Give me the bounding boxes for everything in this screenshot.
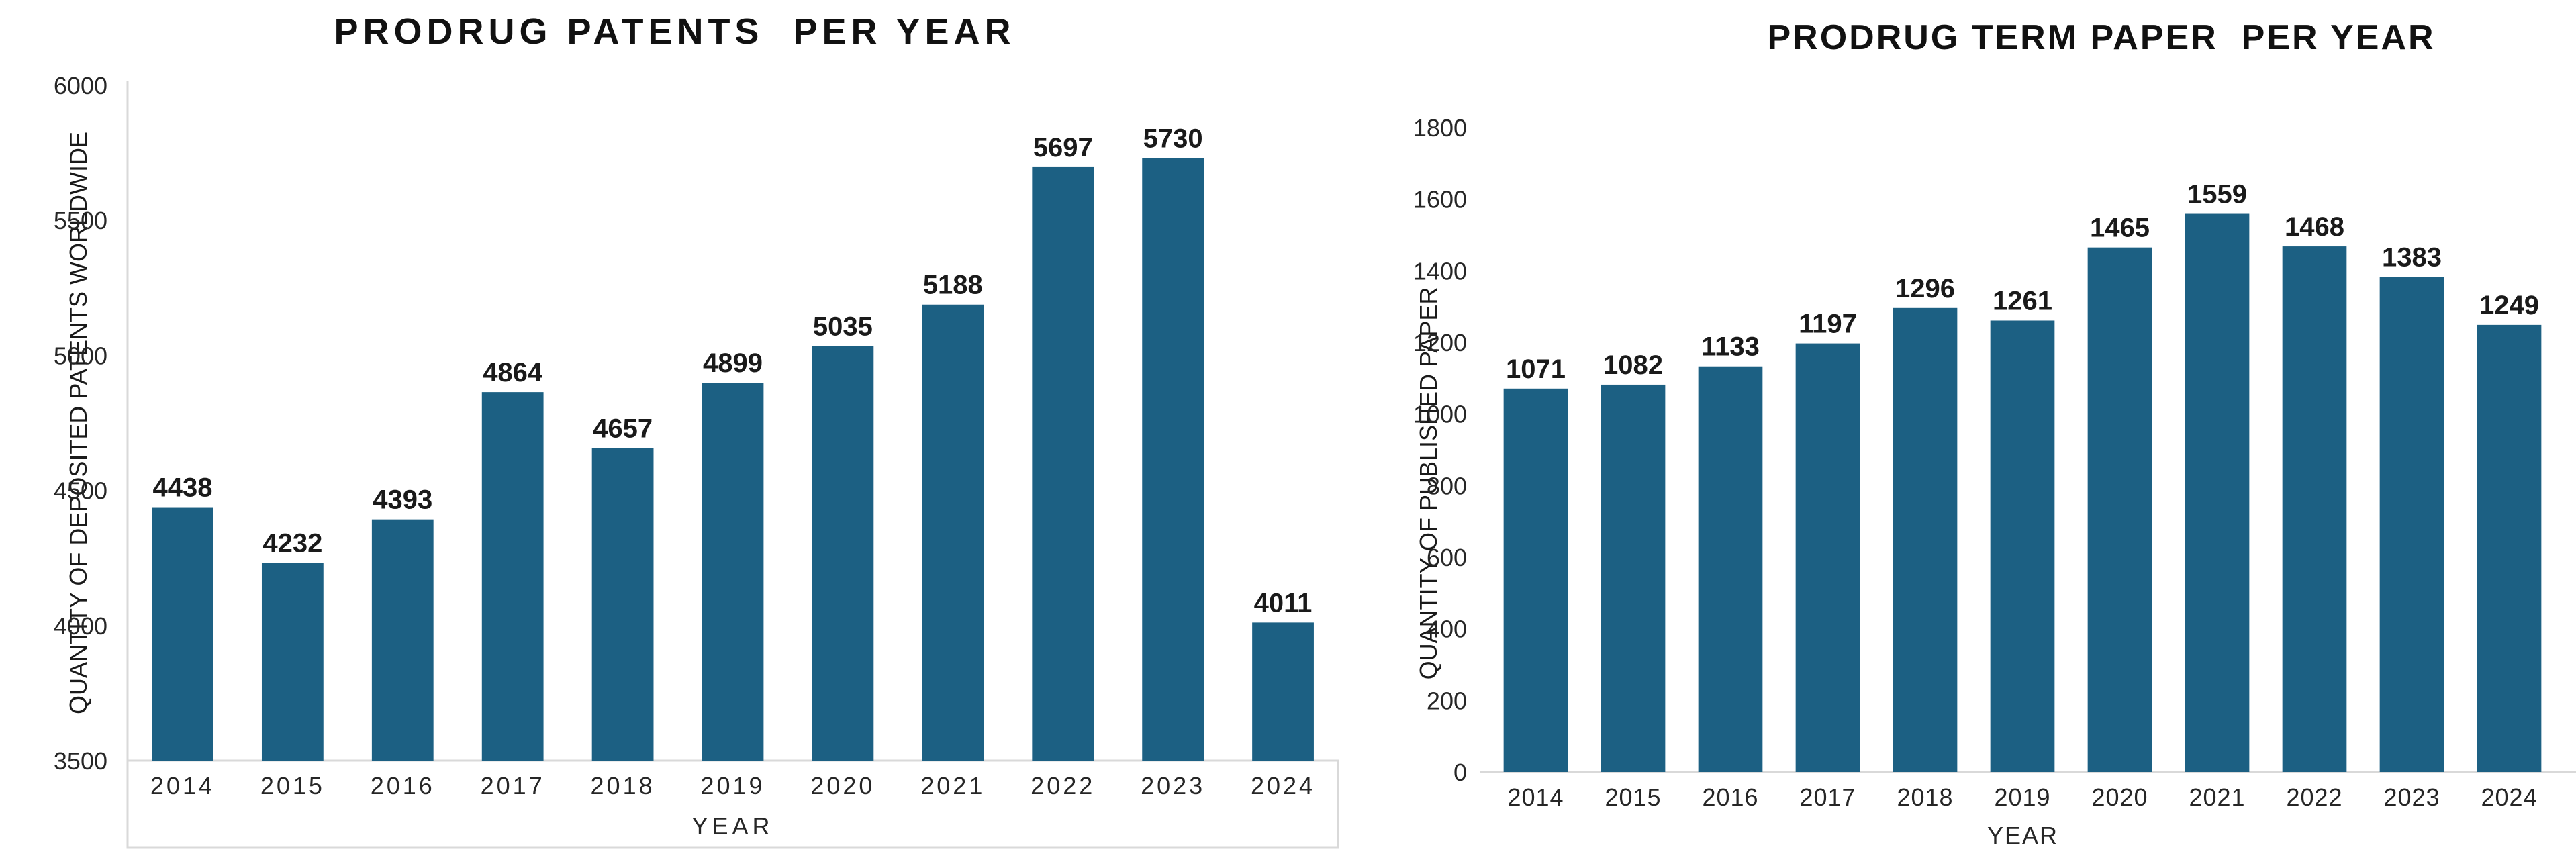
bar xyxy=(2185,213,2250,772)
bar-value-label: 5035 xyxy=(813,311,873,341)
bar-value-label: 4657 xyxy=(593,414,653,443)
x-tick-label: 2021 xyxy=(920,772,985,800)
x-tick-label: 2020 xyxy=(810,772,875,800)
bar-value-label: 5697 xyxy=(1033,133,1093,162)
bar xyxy=(702,383,764,761)
chart-title: PRODRUG PATENTS PER YEAR xyxy=(334,11,1016,52)
y-tick-label: 600 xyxy=(1427,544,1467,571)
y-tick-label: 4500 xyxy=(54,477,107,505)
x-tick-label: 2014 xyxy=(1507,783,1564,811)
papers-plot-area: 0 200 400 600 800 1000 1200 1400 1600 1800 1071 201… xyxy=(1413,114,2576,811)
bar-value-label: 4438 xyxy=(152,473,212,503)
x-tick-label: 2016 xyxy=(371,772,435,800)
bar-value-label: 1383 xyxy=(2382,242,2442,272)
x-tick-label: 2021 xyxy=(2189,783,2245,811)
y-tick-label: 5500 xyxy=(54,207,107,234)
bar-value-label: 1261 xyxy=(1993,286,2052,316)
bar xyxy=(1142,158,1204,761)
bar-value-label: 1082 xyxy=(1603,350,1663,380)
y-tick-label: 4000 xyxy=(54,612,107,640)
y-tick-label: 1600 xyxy=(1413,186,1467,213)
bar xyxy=(1503,388,1568,772)
x-tick-label: 2020 xyxy=(2091,783,2148,811)
y-tick-label: 200 xyxy=(1427,687,1467,714)
bar-value-label: 1249 xyxy=(2479,291,2539,320)
bar-value-label: 1559 xyxy=(2187,180,2247,209)
x-tick-label: 2023 xyxy=(2383,783,2440,811)
x-tick-label: 2024 xyxy=(1251,772,1315,800)
x-tick-label: 2017 xyxy=(481,772,545,800)
patents-plot-area: 3500 4000 4500 5000 5500 6000 4438 2014 4232 2015… xyxy=(54,72,1339,849)
x-axis-title: YEAR xyxy=(691,812,774,840)
bar xyxy=(1893,307,1958,772)
y-tick-label: 5000 xyxy=(54,342,107,369)
y-tick-label: 1400 xyxy=(1413,257,1467,285)
bar xyxy=(2087,247,2152,773)
x-tick-label: 2024 xyxy=(2481,783,2537,811)
bar-value-label: 1465 xyxy=(2090,213,2150,243)
x-tick-label: 2017 xyxy=(1799,783,1856,811)
bar-value-label: 4232 xyxy=(263,528,322,558)
bar-value-label: 1071 xyxy=(1506,354,1566,384)
bar xyxy=(261,563,324,761)
bar-value-label: 4011 xyxy=(1254,588,1313,618)
x-axis-title: YEAR xyxy=(1987,822,2059,849)
x-tick-label: 2019 xyxy=(700,772,765,800)
bar xyxy=(812,346,874,761)
bar-value-label: 1468 xyxy=(2285,212,2344,242)
term-papers-per-year-chart: PRODRUG TERM PAPER PER YEAR QUANTITY OF … xyxy=(1349,0,2576,866)
bar-value-label: 5188 xyxy=(923,271,983,300)
bar xyxy=(1252,622,1314,761)
bar xyxy=(591,448,654,761)
x-tick-label: 2018 xyxy=(591,772,655,800)
patents-per-year-chart: PRODRUG PATENTS PER YEAR QUANTITY OF DEP… xyxy=(54,11,1339,849)
y-tick-label: 0 xyxy=(1453,759,1467,786)
y-tick-label: 6000 xyxy=(54,72,107,99)
bar xyxy=(481,392,544,761)
bar xyxy=(152,507,213,761)
bar-value-label: 1197 xyxy=(1799,309,1857,339)
x-tick-label: 2023 xyxy=(1141,772,1205,800)
y-tick-label: 400 xyxy=(1427,616,1467,643)
x-tick-label: 2022 xyxy=(2286,783,2342,811)
x-tick-label: 2022 xyxy=(1031,772,1095,800)
bar-value-label: 4899 xyxy=(703,348,763,378)
y-tick-label: 1200 xyxy=(1413,329,1467,356)
y-tick-label: 3500 xyxy=(54,747,107,775)
y-tick-label: 1000 xyxy=(1413,401,1467,428)
bar xyxy=(1601,384,1666,772)
bar-value-label: 1296 xyxy=(1895,274,1955,303)
bar-value-label: 5730 xyxy=(1143,124,1203,154)
x-tick-label: 2019 xyxy=(1994,783,2050,811)
x-tick-label: 2015 xyxy=(260,772,325,800)
bar-value-label: 1133 xyxy=(1701,332,1760,362)
y-tick-label: 1800 xyxy=(1413,114,1467,142)
bar xyxy=(922,304,984,761)
bar xyxy=(2282,246,2347,773)
bar xyxy=(1795,343,1860,773)
bar xyxy=(2379,277,2444,772)
x-tick-label: 2015 xyxy=(1605,783,1661,811)
bar xyxy=(1698,366,1763,772)
chart-title: PRODRUG TERM PAPER PER YEAR xyxy=(1767,18,2436,57)
y-tick-label: 800 xyxy=(1427,472,1467,499)
bar xyxy=(1990,320,2055,772)
bar xyxy=(371,519,434,761)
x-tick-label: 2014 xyxy=(150,772,215,800)
bar-value-label: 4864 xyxy=(483,358,543,387)
x-tick-label: 2016 xyxy=(1702,783,1758,811)
bar xyxy=(1032,166,1094,761)
bar xyxy=(2477,324,2542,772)
bar-value-label: 4393 xyxy=(373,485,432,515)
x-tick-label: 2018 xyxy=(1897,783,1953,811)
